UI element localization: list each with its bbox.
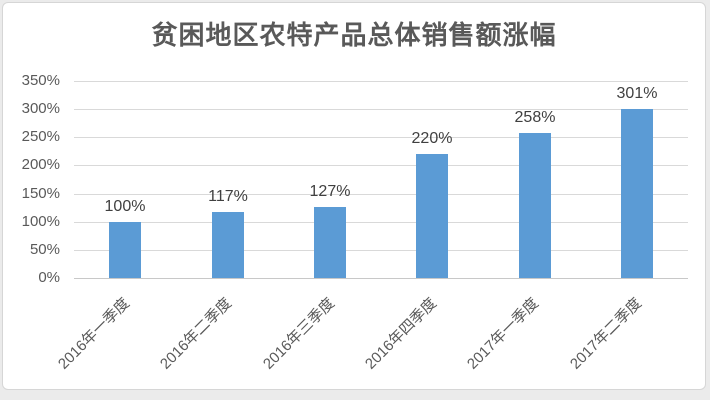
y-axis-tick-label: 100%	[21, 213, 60, 230]
gridline	[74, 165, 688, 166]
y-axis-tick-label: 350%	[21, 72, 60, 89]
gridline	[74, 81, 688, 82]
x-axis-tick-label: 2016年一季度	[54, 294, 133, 373]
y-axis-tick-label: 0%	[38, 269, 60, 286]
gridline	[74, 109, 688, 110]
bar-value-label: 220%	[411, 130, 453, 147]
x-axis-tick-label: 2016年二季度	[156, 294, 235, 373]
bar-value-label: 258%	[514, 109, 556, 126]
gridline	[74, 222, 688, 223]
x-axis-tick-label: 2017年一季度	[463, 294, 542, 373]
bar-value-label: 100%	[104, 198, 146, 215]
y-axis-tick-label: 50%	[29, 241, 60, 258]
x-axis-tick-label: 2016年四季度	[361, 294, 440, 373]
x-axis-tick-label: 2017年二季度	[566, 294, 645, 373]
x-axis-line	[74, 278, 688, 279]
bar-value-label: 301%	[616, 85, 658, 102]
bar-2016年三季度	[314, 207, 346, 278]
gridline	[74, 137, 688, 138]
bar-value-label: 117%	[208, 188, 248, 205]
bar-value-label: 127%	[309, 183, 351, 200]
gridline	[74, 250, 688, 251]
chart-title: 贫困地区农特产品总体销售额涨幅	[151, 21, 557, 51]
y-axis-tick-label: 250%	[21, 128, 60, 145]
gridline	[74, 194, 688, 195]
y-axis-tick-label: 150%	[21, 185, 60, 202]
bar-2017年二季度	[621, 109, 653, 278]
bar-2016年四季度	[416, 154, 448, 278]
y-axis-tick-label: 300%	[21, 100, 60, 117]
chart-card: 贫困地区农特产品总体销售额涨幅 0% 50% 100% 150% 200% 250% 300…	[2, 2, 706, 390]
bar-2016年二季度	[212, 212, 244, 278]
y-axis-tick-label: 200%	[21, 156, 60, 173]
bar-2016年一季度	[109, 222, 141, 278]
bar-2017年一季度	[519, 133, 551, 278]
x-axis-tick-label: 2016年三季度	[259, 294, 338, 373]
